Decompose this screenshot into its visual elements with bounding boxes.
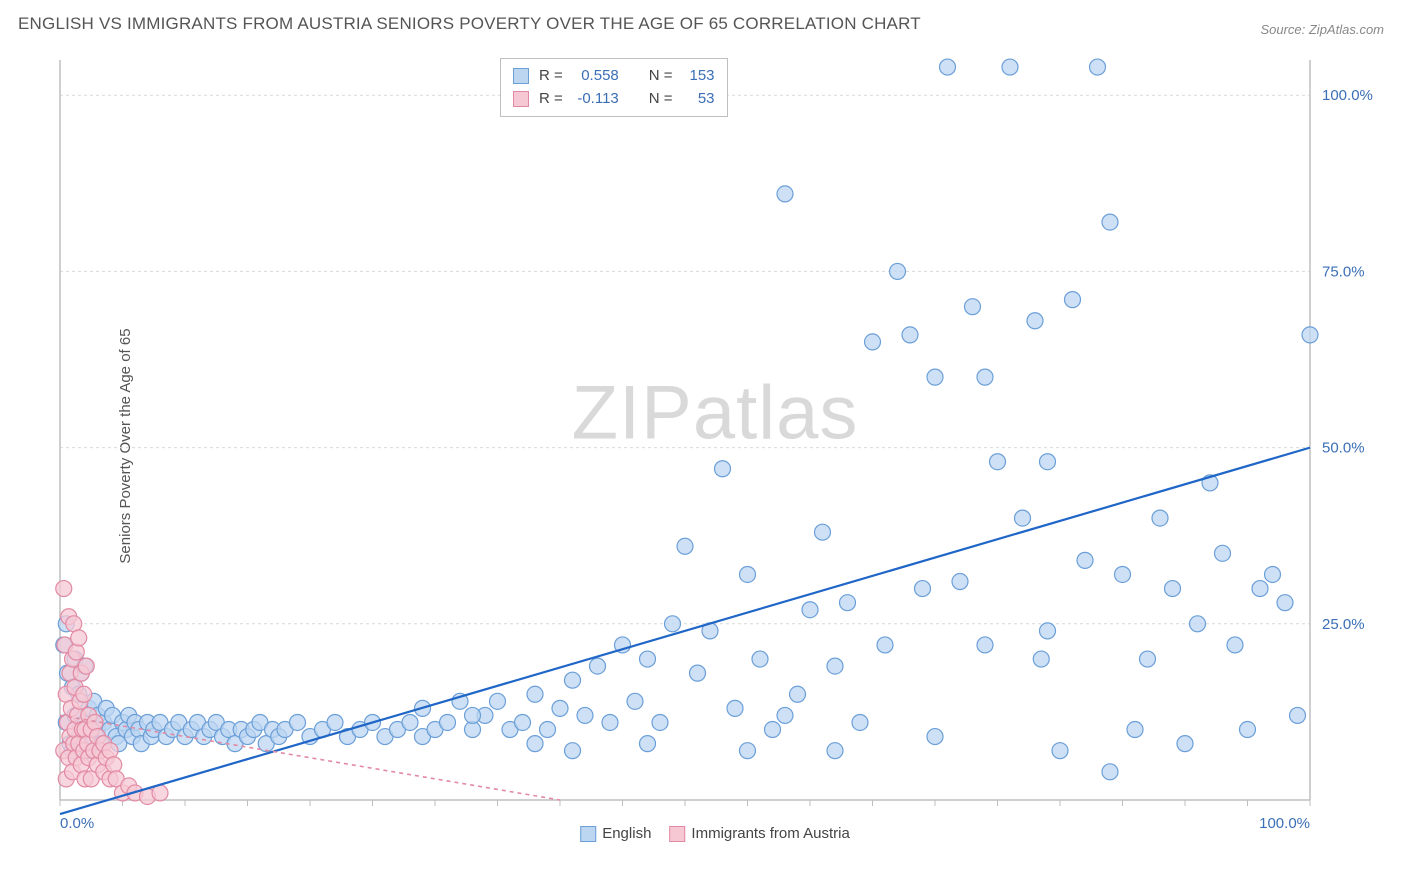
svg-text:0.0%: 0.0% [60, 815, 94, 832]
legend-swatch [513, 91, 529, 107]
legend-series-item: English [580, 825, 651, 842]
legend-series-label: Immigrants from Austria [691, 825, 849, 842]
scatter-plot: 25.0% 50.0% 75.0% 100.0% 0.0% 100.0% [50, 50, 1380, 840]
legend-swatch [669, 826, 685, 842]
svg-text:100.0%: 100.0% [1259, 815, 1310, 832]
n-label: N = [649, 88, 673, 111]
svg-text:25.0%: 25.0% [1322, 616, 1365, 633]
legend-swatch [513, 68, 529, 84]
chart-title: ENGLISH VS IMMIGRANTS FROM AUSTRIA SENIO… [18, 14, 921, 34]
svg-text:75.0%: 75.0% [1322, 263, 1365, 280]
r-label: R = [539, 65, 563, 88]
n-label: N = [649, 65, 673, 88]
legend-swatch [580, 826, 596, 842]
legend-correlation-row: R = -0.113 N = 53 [513, 88, 715, 111]
legend-series-item: Immigrants from Austria [669, 825, 849, 842]
n-value: 53 [683, 88, 715, 111]
svg-text:100.0%: 100.0% [1322, 87, 1373, 104]
n-value: 153 [683, 65, 715, 88]
chart-area: 25.0%50.0%75.0%100.0%0.0%100.0% ZIPatlas… [50, 50, 1380, 840]
legend-series: English Immigrants from Austria [580, 825, 850, 842]
r-value: -0.113 [573, 88, 619, 111]
legend-correlation-row: R = 0.558 N = 153 [513, 65, 715, 88]
legend-series-label: English [602, 825, 651, 842]
r-label: R = [539, 88, 563, 111]
chart-container: ENGLISH VS IMMIGRANTS FROM AUSTRIA SENIO… [0, 0, 1406, 892]
legend-correlation: R = 0.558 N = 153 R = -0.113 N = 53 [500, 58, 728, 117]
svg-text:50.0%: 50.0% [1322, 440, 1365, 457]
source-label: Source: ZipAtlas.com [1260, 22, 1384, 37]
r-value: 0.558 [573, 65, 619, 88]
